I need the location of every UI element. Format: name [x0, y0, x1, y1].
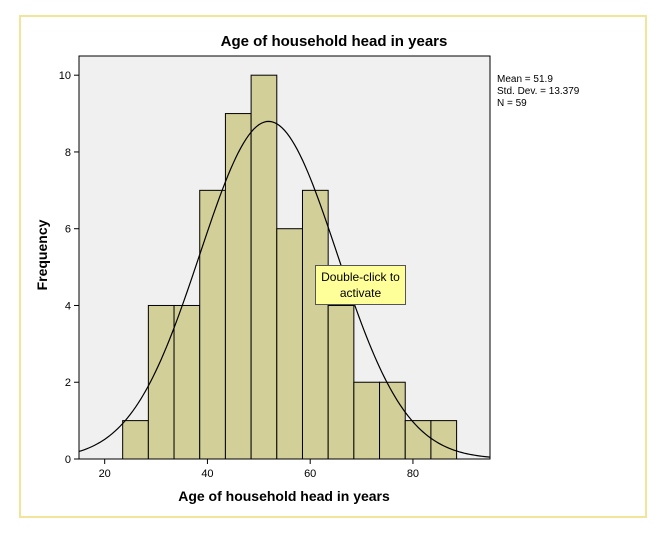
- histogram-bar-2: [173, 304, 201, 460]
- stat-mean: Mean = 51.9: [497, 74, 553, 85]
- x-axis-label: Age of household head in years: [178, 488, 390, 504]
- histogram-bar-6: [276, 228, 303, 460]
- y-tick-label-3: 6: [65, 224, 71, 236]
- tooltip-line-2: activate: [339, 286, 382, 300]
- histogram-bar-5: [250, 74, 278, 460]
- tooltip-line-1: Double-click to: [321, 270, 400, 284]
- x-tick-label-0: 20: [99, 468, 111, 480]
- y-tick-label-5: 10: [59, 70, 71, 82]
- x-tick-label-3: 80: [407, 468, 419, 480]
- y-tick-label-4: 8: [65, 147, 71, 159]
- activate-tooltip[interactable]: Double-click to activate: [315, 265, 406, 305]
- stat-std-dev: Std. Dev. = 13.379: [497, 86, 580, 97]
- y-tick-label-0: 0: [65, 454, 71, 466]
- histogram-bar-9: [353, 381, 381, 460]
- histogram-bar-8: [327, 304, 355, 460]
- histogram-bar-12: [430, 420, 458, 460]
- normal-curve: [78, 120, 491, 458]
- histogram-bar-4: [224, 113, 252, 460]
- chart-title: Age of household head in years: [221, 33, 448, 50]
- x-tick-label-1: 40: [201, 468, 213, 480]
- histogram-bar-7: [301, 189, 329, 460]
- stat-n: N = 59: [497, 98, 527, 109]
- histogram-bar-3: [199, 189, 226, 460]
- histogram-bar-0: [122, 420, 149, 460]
- histogram-bar-10: [379, 381, 406, 460]
- y-axis-label: Frequency: [34, 219, 50, 290]
- y-tick-label-1: 2: [65, 377, 71, 389]
- x-tick-label-2: 60: [304, 468, 316, 480]
- y-tick-label-2: 4: [65, 300, 71, 312]
- histogram-bar-11: [404, 420, 432, 460]
- histogram-bar-1: [147, 304, 175, 460]
